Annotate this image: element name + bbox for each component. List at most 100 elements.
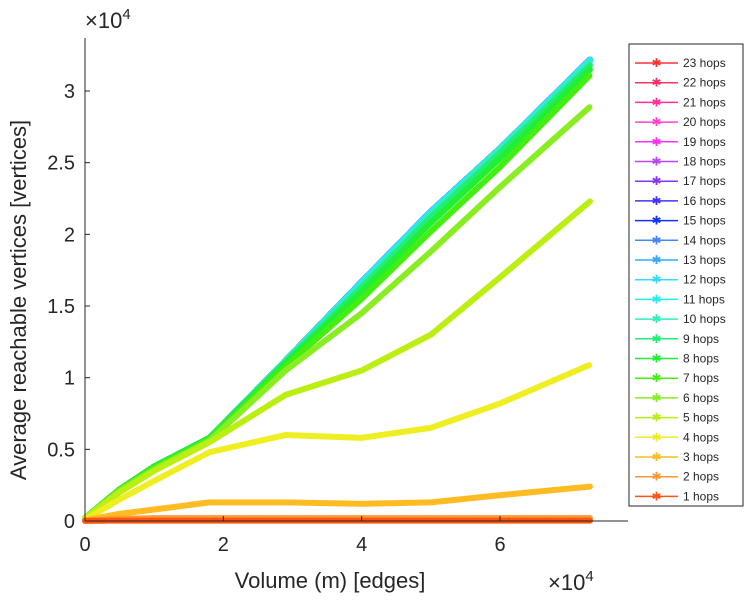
- legend-marker-star-icon: ✱: [651, 214, 661, 228]
- legend-item: ✱ 11 hops: [635, 292, 725, 306]
- legend-marker-star-icon: ✱: [651, 411, 661, 425]
- legend: ✱ 23 hops ✱ 22 hops ✱ 21 hops ✱ 20 hops ✱ 19 hops…: [628, 43, 744, 507]
- y-tick-label: 2.5: [47, 153, 75, 175]
- series-line-5-hops: [82, 198, 593, 522]
- y-tick-label: 2: [64, 224, 75, 246]
- legend-marker-star-icon: ✱: [651, 292, 661, 306]
- series-line-12-hops: [82, 56, 593, 522]
- legend-marker-star-icon: ✱: [651, 371, 661, 385]
- legend-item: ✱ 10 hops: [635, 312, 726, 326]
- y-tick-label: 0.5: [47, 439, 75, 461]
- legend-label: 21 hops: [683, 95, 726, 109]
- legend-item: ✱ 5 hops: [635, 411, 719, 425]
- x-tick-label: 6: [494, 534, 505, 556]
- series-line-11-hops: [82, 57, 593, 522]
- legend-marker-star-icon: ✱: [651, 155, 661, 169]
- legend-label: 18 hops: [683, 155, 726, 169]
- y-tick-label: 1: [64, 368, 75, 390]
- legend-item: ✱ 9 hops: [635, 332, 719, 346]
- legend-marker-star-icon: ✱: [651, 273, 661, 287]
- legend-item: ✱ 16 hops: [635, 194, 726, 208]
- series-line-3-hops: [82, 483, 593, 524]
- legend-marker-star-icon: ✱: [651, 352, 661, 366]
- legend-marker-star-icon: ✱: [651, 135, 661, 149]
- legend-marker-star-icon: ✱: [651, 174, 661, 188]
- legend-label: 20 hops: [683, 115, 726, 129]
- y-tick-label: 1.5: [47, 296, 75, 318]
- x-axis-label: Volume (m) [edges]: [235, 568, 426, 593]
- legend-label: 10 hops: [683, 312, 726, 326]
- legend-label: 23 hops: [683, 56, 726, 70]
- legend-marker-star-icon: ✱: [651, 312, 661, 326]
- legend-label: 4 hops: [683, 430, 719, 444]
- x-tick-label: 0: [79, 534, 90, 556]
- legend-label: 11 hops: [683, 292, 725, 306]
- legend-item: ✱ 20 hops: [635, 115, 726, 129]
- legend-marker-star-icon: ✱: [651, 253, 661, 267]
- legend-item: ✱ 18 hops: [635, 155, 726, 169]
- legend-label: 22 hops: [683, 76, 726, 90]
- legend-item: ✱ 14 hops: [635, 233, 726, 247]
- legend-marker-star-icon: ✱: [651, 194, 661, 208]
- legend-marker-star-icon: ✱: [651, 76, 661, 90]
- series-layer: [82, 56, 593, 524]
- legend-label: 14 hops: [683, 233, 726, 247]
- legend-marker-star-icon: ✱: [651, 391, 661, 405]
- legend-label: 7 hops: [683, 371, 719, 385]
- legend-marker-star-icon: ✱: [651, 95, 661, 109]
- legend-label: 3 hops: [683, 450, 719, 464]
- legend-marker-star-icon: ✱: [651, 115, 661, 129]
- legend-label: 2 hops: [683, 470, 719, 484]
- legend-box: [628, 43, 744, 507]
- legend-item: ✱ 4 hops: [635, 430, 719, 444]
- y-exponent-label: ×104: [85, 6, 131, 33]
- y-tick-label: 0: [64, 511, 75, 533]
- legend-marker-star-icon: ✱: [651, 470, 661, 484]
- series-line-18-hops: [82, 56, 593, 522]
- legend-item: ✱ 8 hops: [635, 352, 719, 366]
- legend-label: 8 hops: [683, 352, 719, 366]
- legend-item: ✱ 15 hops: [635, 214, 726, 228]
- series-line-16-hops: [82, 56, 593, 522]
- legend-marker-star-icon: ✱: [651, 450, 661, 464]
- series-line-19-hops: [82, 56, 593, 522]
- y-axis-label: Average reachable vertices [vertices]: [6, 120, 31, 480]
- legend-marker-star-icon: ✱: [651, 332, 661, 346]
- legend-item: ✱ 3 hops: [635, 450, 719, 464]
- legend-label: 17 hops: [683, 174, 726, 188]
- legend-item: ✱ 21 hops: [635, 95, 726, 109]
- series-line-15-hops: [82, 56, 593, 522]
- legend-item: ✱ 1 hops: [635, 489, 719, 503]
- x-exponent-label: ×104: [548, 568, 594, 595]
- legend-label: 9 hops: [683, 332, 719, 346]
- series-line-20-hops: [82, 56, 593, 522]
- legend-item: ✱ 12 hops: [635, 273, 726, 287]
- series-line-4-hops: [82, 361, 593, 523]
- y-tick-label: 3: [64, 81, 75, 103]
- legend-label: 19 hops: [683, 135, 726, 149]
- legend-item: ✱ 19 hops: [635, 135, 726, 149]
- legend-label: 12 hops: [683, 273, 726, 287]
- legend-label: 13 hops: [683, 253, 726, 267]
- series-line-22-hops: [82, 56, 593, 522]
- x-tick-label: 2: [218, 534, 229, 556]
- legend-marker-star-icon: ✱: [651, 233, 661, 247]
- legend-item: ✱ 2 hops: [635, 470, 719, 484]
- legend-marker-star-icon: ✱: [651, 430, 661, 444]
- legend-item: ✱ 13 hops: [635, 253, 726, 267]
- legend-marker-star-icon: ✱: [651, 489, 661, 503]
- legend-label: 15 hops: [683, 214, 726, 228]
- legend-item: ✱ 23 hops: [635, 56, 726, 70]
- series-line-13-hops: [82, 56, 593, 522]
- legend-item: ✱ 22 hops: [635, 76, 726, 90]
- legend-item: ✱ 17 hops: [635, 174, 726, 188]
- legend-label: 16 hops: [683, 194, 726, 208]
- legend-marker-star-icon: ✱: [651, 56, 661, 70]
- series-line-14-hops: [82, 56, 593, 522]
- legend-label: 6 hops: [683, 391, 719, 405]
- legend-label: 5 hops: [683, 411, 719, 425]
- series-line-21-hops: [82, 56, 593, 522]
- x-tick-label: 4: [356, 534, 367, 556]
- series-line-17-hops: [82, 56, 593, 522]
